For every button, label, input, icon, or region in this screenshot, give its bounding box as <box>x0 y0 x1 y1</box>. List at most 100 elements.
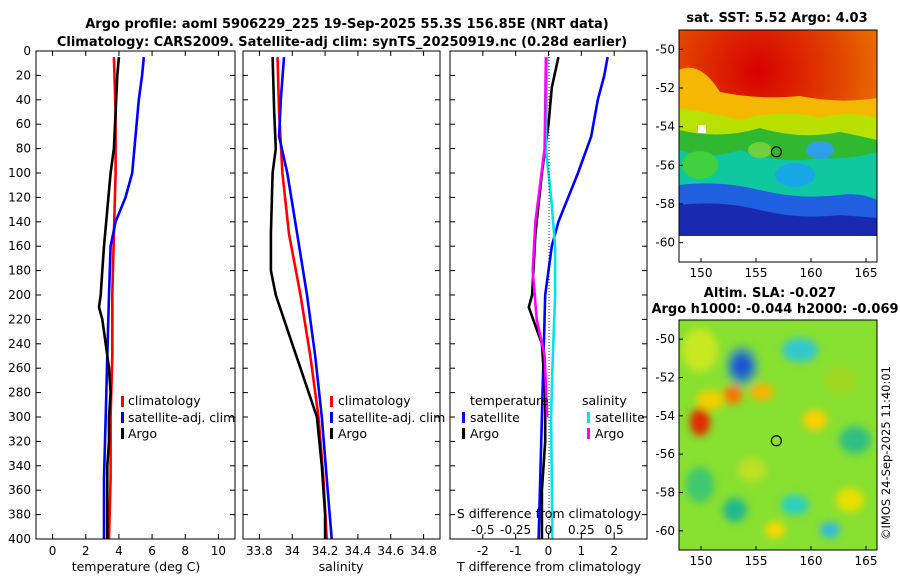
y-tick-label: 240 <box>8 337 31 351</box>
x-tick-label: 34.6 <box>377 544 404 558</box>
top-x-tick-label: 0 <box>545 523 553 537</box>
map-y-tick-label: -50 <box>655 42 675 56</box>
map-y-tick-label: -52 <box>655 371 675 385</box>
difference-top-ticks: -0.5 -0.25 0 0.25 0.5 <box>471 523 624 537</box>
temperature-axes-frame <box>35 50 236 540</box>
diff-legend-swatch-s-satellite <box>587 412 590 423</box>
y-tick-label: 180 <box>8 264 31 278</box>
sst-heatmap <box>679 30 877 236</box>
temperature-ticks: 0 2 4 6 8 10020406080100120140160180200220240… <box>8 44 235 558</box>
y-tick-label: 220 <box>8 312 31 326</box>
salinity-ticks: 33.8 34 34.2 34.4 34.6 34.8 <box>243 50 440 558</box>
sla-map-title-line2: Argo h1000: -0.044 h2000: -0.069 <box>651 302 898 317</box>
legend-swatch-climatology <box>121 396 124 407</box>
y-tick-label: 160 <box>8 239 31 253</box>
map-y-tick-label: -58 <box>655 486 675 500</box>
map-y-tick-label: -60 <box>655 524 675 538</box>
map-x-tick-label: 160 <box>800 266 823 280</box>
top-x-tick-label: -0.5 <box>471 523 494 537</box>
map-x-tick-label: 150 <box>690 554 713 568</box>
series-line-argo <box>269 57 327 539</box>
top-x-tick-label: 0.5 <box>605 523 624 537</box>
map-x-tick-label: 155 <box>745 266 768 280</box>
temperature-xlabel: temperature (deg C) <box>72 559 201 574</box>
map-y-tick-label: -56 <box>655 158 675 172</box>
diff-legend-label-s-satellite: satellite <box>595 410 645 425</box>
salinity-lines <box>269 57 333 539</box>
x-tick-label: -1 <box>510 544 522 558</box>
sla-heatmap <box>679 320 877 550</box>
map-x-tick-label: 155 <box>745 554 768 568</box>
y-tick-label: 40 <box>16 93 31 107</box>
map-x-tick-label: 160 <box>800 554 823 568</box>
legend-label-climatology: climatology <box>128 393 201 408</box>
temperature-lines <box>97 56 146 539</box>
y-tick-label: 80 <box>16 142 31 156</box>
x-tick-label: 10 <box>211 544 226 558</box>
map-y-tick-label: -54 <box>655 120 675 134</box>
map-y-tick-label: -60 <box>655 236 675 250</box>
diff-legend-swatch-s-argo <box>587 428 590 439</box>
temperature-panel: 0 2 4 6 8 10020406080100120140160180200220240… <box>8 44 236 574</box>
top-x-tick-label: -0.25 <box>500 523 531 537</box>
map-y-tick-label: -52 <box>655 81 675 95</box>
difference-axes-frame <box>449 50 648 540</box>
x-tick-label: 2 <box>610 544 618 558</box>
series-line-s-argo <box>531 57 549 418</box>
x-tick-label: 0 <box>545 544 553 558</box>
legend-label-satellite: satellite-adj. clim <box>128 410 235 425</box>
sst-map-ticks: 150 155 160 165 -50 -52 -54 -56 -58 -60 <box>655 42 877 280</box>
series-line-satellite-adj-clim <box>102 56 146 539</box>
salinity-axes-frame <box>242 50 441 540</box>
y-tick-label: 120 <box>8 190 31 204</box>
y-tick-label: 360 <box>8 483 31 497</box>
y-tick-label: 300 <box>8 410 31 424</box>
figure-title-line2: Climatology: CARS2009. Satellite-adj cli… <box>57 35 627 50</box>
x-tick-label: -2 <box>477 544 489 558</box>
sal-legend-swatch-argo <box>330 428 333 439</box>
x-tick-label: 33.8 <box>246 544 273 558</box>
x-tick-label: 4 <box>115 544 123 558</box>
map-x-tick-label: 165 <box>855 266 878 280</box>
y-tick-label: 20 <box>16 68 31 82</box>
map-y-tick-label: -54 <box>655 409 675 423</box>
difference-xlabel-top: S difference from climatology <box>457 506 642 521</box>
series-line-t-argo <box>527 56 560 539</box>
legend-title-salinity: salinity <box>582 393 627 408</box>
difference-legend: temperature salinity satellite Argo sate… <box>462 393 645 441</box>
sal-legend-swatch-climatology <box>330 396 333 407</box>
map-y-tick-label: -58 <box>655 197 675 211</box>
diff-legend-label-s-argo: Argo <box>595 426 624 441</box>
argo-location-marker-sla <box>770 435 782 447</box>
temperature-legend: climatology satellite-adj. clim Argo <box>121 393 235 441</box>
x-tick-label: 34 <box>285 544 300 558</box>
x-tick-label: 34.2 <box>312 544 339 558</box>
y-tick-label: 400 <box>8 532 31 546</box>
top-x-tick-label: 0.25 <box>568 523 595 537</box>
diff-legend-swatch-t-argo <box>462 428 465 439</box>
difference-ticks: -2 -1 0 1 2 <box>450 50 647 558</box>
y-tick-label: 60 <box>16 117 31 131</box>
diff-legend-label-t-argo: Argo <box>470 426 499 441</box>
sst-missing-data <box>679 236 877 262</box>
difference-xlabel: T difference from climatology <box>456 559 642 574</box>
legend-swatch-argo <box>121 428 124 439</box>
legend-title-temperature: temperature <box>470 393 549 408</box>
argo-location-marker <box>770 146 782 158</box>
sla-map-frame <box>678 319 878 551</box>
x-tick-label: 2 <box>82 544 90 558</box>
sal-legend-label-climatology: climatology <box>338 393 411 408</box>
x-tick-label: 1 <box>578 544 586 558</box>
sal-legend-swatch-satellite <box>330 412 333 423</box>
y-tick-label: 320 <box>8 434 31 448</box>
y-tick-label: 260 <box>8 361 31 375</box>
series-line-s-satellite <box>544 57 557 539</box>
x-tick-label: 0 <box>49 544 57 558</box>
y-tick-label: 100 <box>8 166 31 180</box>
map-y-tick-label: -56 <box>655 447 675 461</box>
y-tick-label: 0 <box>23 44 31 58</box>
salinity-panel: 33.8 34 34.2 34.4 34.6 34.8 salinity climatol… <box>242 50 445 574</box>
x-tick-label: 34.8 <box>410 544 437 558</box>
salinity-legend: climatology satellite-adj. clim Argo <box>330 393 445 441</box>
map-x-tick-label: 150 <box>690 266 713 280</box>
